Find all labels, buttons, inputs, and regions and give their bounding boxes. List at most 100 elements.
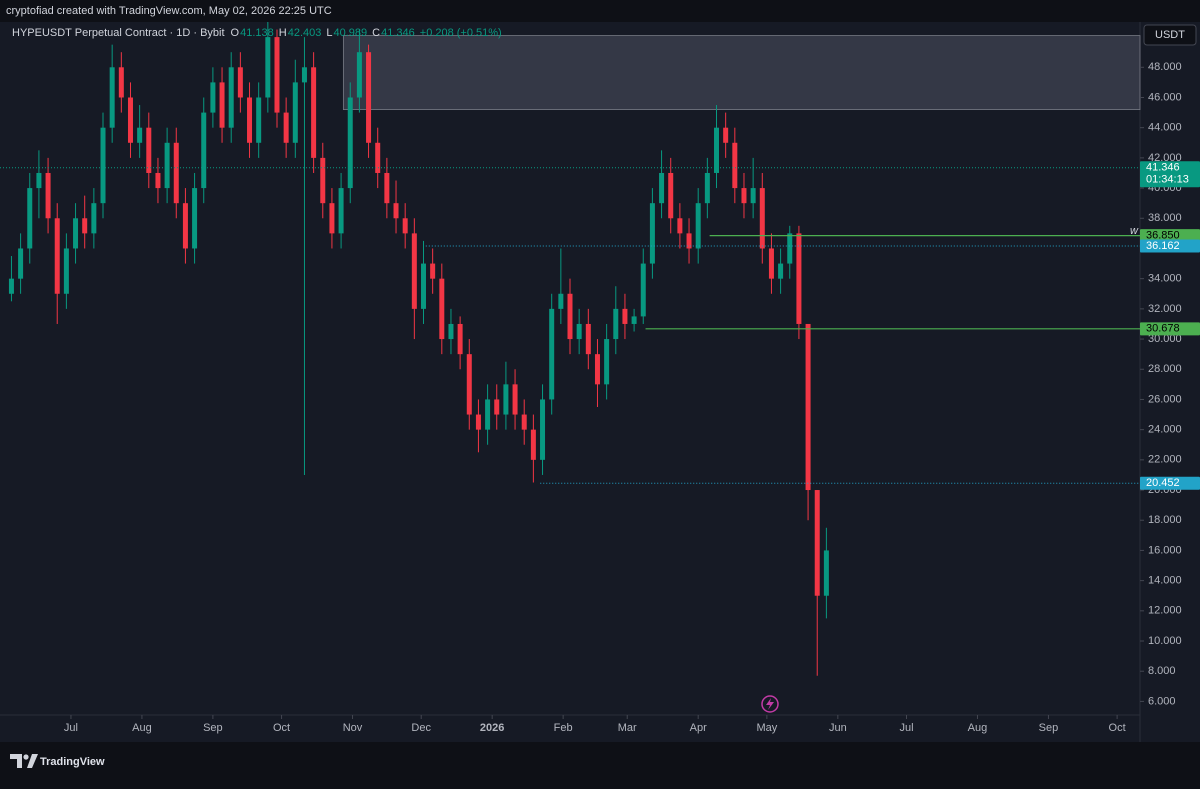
countdown: 01:34:13 xyxy=(1146,174,1189,186)
candle-body xyxy=(750,188,756,204)
candle-body xyxy=(36,172,42,189)
candle-body xyxy=(311,67,317,158)
bottom-bar xyxy=(0,742,1200,784)
candle-body xyxy=(622,308,628,324)
x-tick-label: Jul xyxy=(64,722,78,734)
candle-body xyxy=(466,354,472,415)
candle-body xyxy=(91,203,97,234)
price-tag-label: 36.162 xyxy=(1146,240,1180,252)
candle-body xyxy=(292,82,298,143)
plot xyxy=(0,22,1141,676)
candle-body xyxy=(558,293,564,309)
candle-body xyxy=(329,203,335,234)
candle-body xyxy=(567,293,573,340)
candle-body xyxy=(201,112,207,189)
ohlc-label: L xyxy=(326,27,332,39)
resistance-zone xyxy=(342,35,1141,110)
candle-body xyxy=(366,52,372,143)
events-bolt xyxy=(766,698,774,710)
x-tick-label: 2026 xyxy=(480,722,504,734)
y-tick-label: 32.000 xyxy=(1148,303,1182,315)
candle-body xyxy=(540,399,546,460)
price-tag xyxy=(1140,476,1200,490)
candle-body xyxy=(585,323,591,355)
currency-box[interactable] xyxy=(1143,24,1197,46)
x-tick-label: Aug xyxy=(132,722,152,734)
candle-body xyxy=(256,97,262,143)
candle-body xyxy=(448,323,454,340)
change: +0.208 (+0.51%) xyxy=(420,27,502,39)
chart-background xyxy=(0,22,1200,742)
x-tick-label: May xyxy=(756,722,777,734)
candle-body xyxy=(420,263,426,309)
ohlc-label: O xyxy=(231,27,240,39)
x-tick-label: Oct xyxy=(1109,722,1126,734)
candle-body xyxy=(137,127,143,143)
candle-body xyxy=(228,67,234,128)
candle-body xyxy=(375,142,381,173)
price-tag xyxy=(1140,161,1200,188)
candle-body xyxy=(146,127,152,173)
candle-body xyxy=(73,218,79,249)
candle-body xyxy=(768,248,774,279)
events-icon[interactable] xyxy=(761,695,779,713)
brand: TradingView xyxy=(40,756,105,768)
x-tick-label: Oct xyxy=(273,722,290,734)
candle-body xyxy=(631,316,637,324)
ohlc-value: 41.346 xyxy=(381,27,415,39)
logo-dot xyxy=(23,754,29,760)
candle-body xyxy=(814,490,820,596)
candle-body xyxy=(787,233,793,264)
candle-body xyxy=(778,263,784,279)
candle-body xyxy=(210,82,216,113)
candle-body xyxy=(805,323,811,491)
x-tick-label: Jun xyxy=(829,722,847,734)
candle-body xyxy=(659,172,665,204)
candle-body xyxy=(384,172,390,204)
candle-body xyxy=(741,188,747,204)
candle-body xyxy=(549,308,555,400)
marker-w: w xyxy=(1130,225,1139,237)
x-tick-label: Mar xyxy=(618,722,637,734)
logo-mark xyxy=(10,754,38,768)
candle-body xyxy=(439,278,445,340)
candle-body xyxy=(530,429,536,460)
candle-body xyxy=(704,172,710,204)
candle-body xyxy=(759,188,765,249)
legend: HYPEUSDT Perpetual Contract · 1D · Bybit… xyxy=(12,27,502,39)
ohlc-value: 41.138 xyxy=(240,27,274,39)
candle-body xyxy=(668,172,674,219)
candle-body xyxy=(265,37,271,98)
candle-body xyxy=(127,97,133,143)
y-tick-label: 26.000 xyxy=(1148,393,1182,405)
price-tag-label: 20.452 xyxy=(1146,477,1180,489)
candle-body xyxy=(732,142,738,189)
y-tick-label: 10.000 xyxy=(1148,635,1182,647)
candle-body xyxy=(320,157,326,204)
price-tag xyxy=(1140,239,1200,253)
candle-body xyxy=(63,248,69,294)
ohlc-label: C xyxy=(372,27,380,39)
ohlc-value: 40.989 xyxy=(334,27,368,39)
candle-body xyxy=(430,263,436,279)
candle-body xyxy=(82,218,88,234)
candle-body xyxy=(677,218,683,234)
candle-body xyxy=(686,233,692,249)
candle-body xyxy=(100,127,106,204)
candle-body xyxy=(283,112,289,143)
candle-body xyxy=(18,248,24,279)
candle-body xyxy=(192,188,198,249)
y-tick-label: 46.000 xyxy=(1148,91,1182,103)
y-tick-label: 16.000 xyxy=(1148,544,1182,556)
candle-body xyxy=(640,263,646,317)
candle-body xyxy=(604,339,610,385)
y-tick-label: 8.000 xyxy=(1148,665,1176,677)
symbol-title: HYPEUSDT Perpetual Contract · 1D · Bybit xyxy=(12,27,225,39)
x-tick-label: Nov xyxy=(343,722,363,734)
candle-body xyxy=(247,97,253,143)
candle-body xyxy=(338,188,344,234)
candle-body xyxy=(155,172,161,189)
candle-body xyxy=(594,354,600,385)
x-tick-label: Sep xyxy=(1039,722,1059,734)
